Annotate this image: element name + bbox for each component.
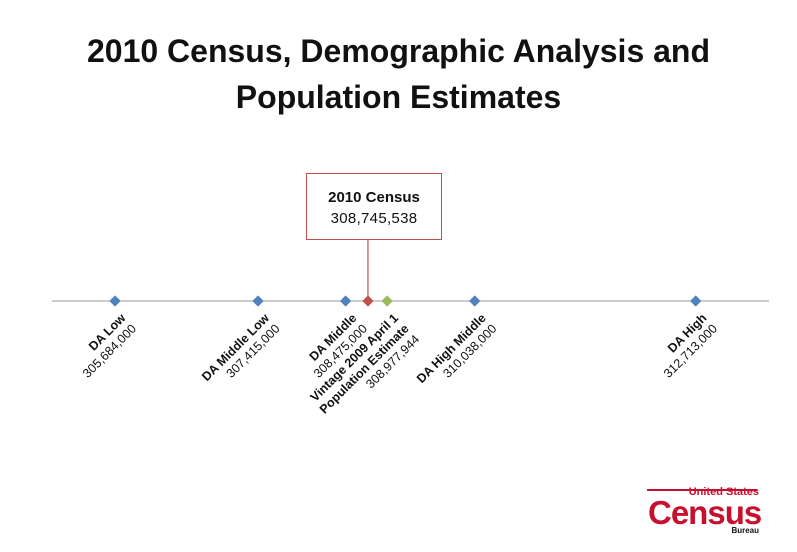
marker-da-low [109,295,121,307]
marker-da-high [690,295,702,307]
title-line-2: Population Estimates [235,79,562,115]
logo-line-2: Census [648,494,762,531]
marker-da-high-middle [469,295,481,307]
logo-line-1: United States [688,486,759,498]
callout-value: 308,745,538 [330,210,418,227]
census-bureau-logo: United States Census Bureau [645,486,763,538]
logo-line-3: Bureau [731,526,759,535]
logo-rule [647,489,757,491]
census-callout-box: 2010 Census 308,745,538 [306,173,442,240]
marker-da-middle-low [252,295,264,307]
callout-label: 2010 Census [328,189,420,206]
marker-da-middle [339,295,352,307]
title-line-1: 2010 Census, Demographic Analysis and [86,33,711,69]
chart-title: 2010 Census, Demographic Analysis and Po… [0,28,797,120]
marker-2010-census [362,295,374,307]
marker-vintage-2009-april-1-population-estimate [381,295,393,307]
